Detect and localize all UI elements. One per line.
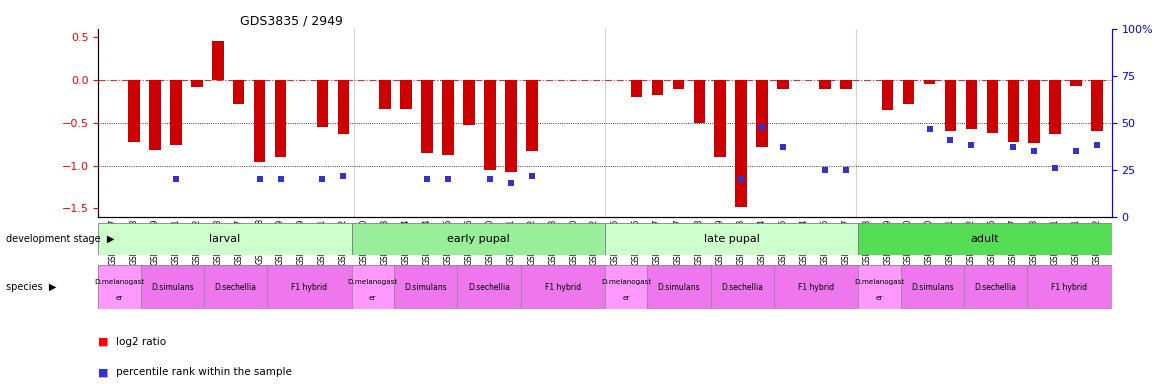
- Bar: [1070, 80, 1082, 86]
- Bar: [484, 80, 496, 170]
- Bar: [1007, 80, 1019, 142]
- Text: D.sechellia: D.sechellia: [975, 283, 1017, 291]
- Text: D.melanogast: D.melanogast: [347, 279, 398, 285]
- Bar: [840, 80, 851, 89]
- Bar: [233, 80, 244, 104]
- Text: D.melanogast: D.melanogast: [95, 279, 145, 285]
- Bar: [673, 80, 684, 89]
- Bar: [945, 80, 957, 131]
- Bar: [401, 80, 412, 109]
- Bar: [714, 80, 726, 157]
- Text: D.simulans: D.simulans: [404, 283, 447, 291]
- Bar: [1028, 80, 1040, 142]
- Bar: [987, 80, 998, 133]
- Bar: [526, 80, 537, 151]
- Bar: [1091, 80, 1102, 131]
- Text: D.simulans: D.simulans: [658, 283, 701, 291]
- Bar: [505, 80, 516, 172]
- Bar: [777, 80, 789, 89]
- Bar: [966, 80, 977, 129]
- Bar: [338, 80, 349, 134]
- Bar: [963, 265, 1027, 309]
- Bar: [422, 80, 433, 153]
- Text: F1 hybrid: F1 hybrid: [544, 283, 581, 291]
- Text: D.sechellia: D.sechellia: [214, 283, 257, 291]
- Bar: [606, 265, 647, 309]
- Bar: [129, 80, 140, 142]
- Bar: [924, 80, 936, 84]
- Bar: [380, 80, 391, 109]
- Bar: [631, 80, 643, 97]
- Bar: [652, 80, 664, 95]
- Bar: [204, 265, 267, 309]
- Bar: [756, 80, 768, 147]
- Bar: [858, 265, 901, 309]
- Text: er: er: [875, 295, 884, 301]
- Bar: [819, 80, 830, 89]
- Text: D.simulans: D.simulans: [911, 283, 953, 291]
- Text: early pupal: early pupal: [447, 234, 510, 244]
- Text: ■: ■: [98, 337, 109, 347]
- Text: ■: ■: [98, 367, 109, 377]
- Text: GDS3835 / 2949: GDS3835 / 2949: [241, 15, 343, 28]
- Bar: [170, 80, 182, 145]
- Bar: [442, 80, 454, 154]
- Bar: [274, 80, 286, 157]
- Text: species  ▶: species ▶: [6, 282, 57, 292]
- Bar: [774, 265, 858, 309]
- Text: development stage  ▶: development stage ▶: [6, 234, 115, 244]
- Bar: [463, 80, 475, 124]
- Bar: [191, 80, 203, 87]
- Bar: [352, 265, 394, 309]
- Bar: [1049, 80, 1061, 134]
- Text: F1 hybrid: F1 hybrid: [1051, 283, 1087, 291]
- Bar: [882, 80, 894, 110]
- Bar: [394, 265, 457, 309]
- Text: log2 ratio: log2 ratio: [116, 337, 166, 347]
- Text: late pupal: late pupal: [704, 234, 760, 244]
- Bar: [735, 80, 747, 207]
- Bar: [140, 265, 204, 309]
- Bar: [254, 80, 265, 162]
- Bar: [98, 223, 352, 255]
- Text: D.melanogast: D.melanogast: [855, 279, 904, 285]
- Bar: [316, 80, 328, 127]
- Text: F1 hybrid: F1 hybrid: [798, 283, 834, 291]
- Text: er: er: [369, 295, 376, 301]
- Bar: [711, 265, 774, 309]
- Text: er: er: [116, 295, 123, 301]
- Text: larval: larval: [210, 234, 241, 244]
- Bar: [1027, 265, 1112, 309]
- Bar: [694, 80, 705, 123]
- Bar: [457, 265, 521, 309]
- Bar: [606, 223, 858, 255]
- Text: adult: adult: [970, 234, 999, 244]
- Bar: [521, 265, 606, 309]
- Text: D.sechellia: D.sechellia: [468, 283, 510, 291]
- Text: D.sechellia: D.sechellia: [721, 283, 763, 291]
- Bar: [901, 265, 963, 309]
- Text: D.simulans: D.simulans: [151, 283, 193, 291]
- Text: er: er: [622, 295, 630, 301]
- Bar: [903, 80, 915, 104]
- Bar: [352, 223, 606, 255]
- Bar: [149, 80, 161, 150]
- Bar: [267, 265, 352, 309]
- Bar: [858, 223, 1112, 255]
- Bar: [212, 41, 223, 80]
- Text: F1 hybrid: F1 hybrid: [292, 283, 328, 291]
- Bar: [647, 265, 711, 309]
- Text: percentile rank within the sample: percentile rank within the sample: [116, 367, 292, 377]
- Bar: [98, 265, 140, 309]
- Text: D.melanogast: D.melanogast: [601, 279, 651, 285]
